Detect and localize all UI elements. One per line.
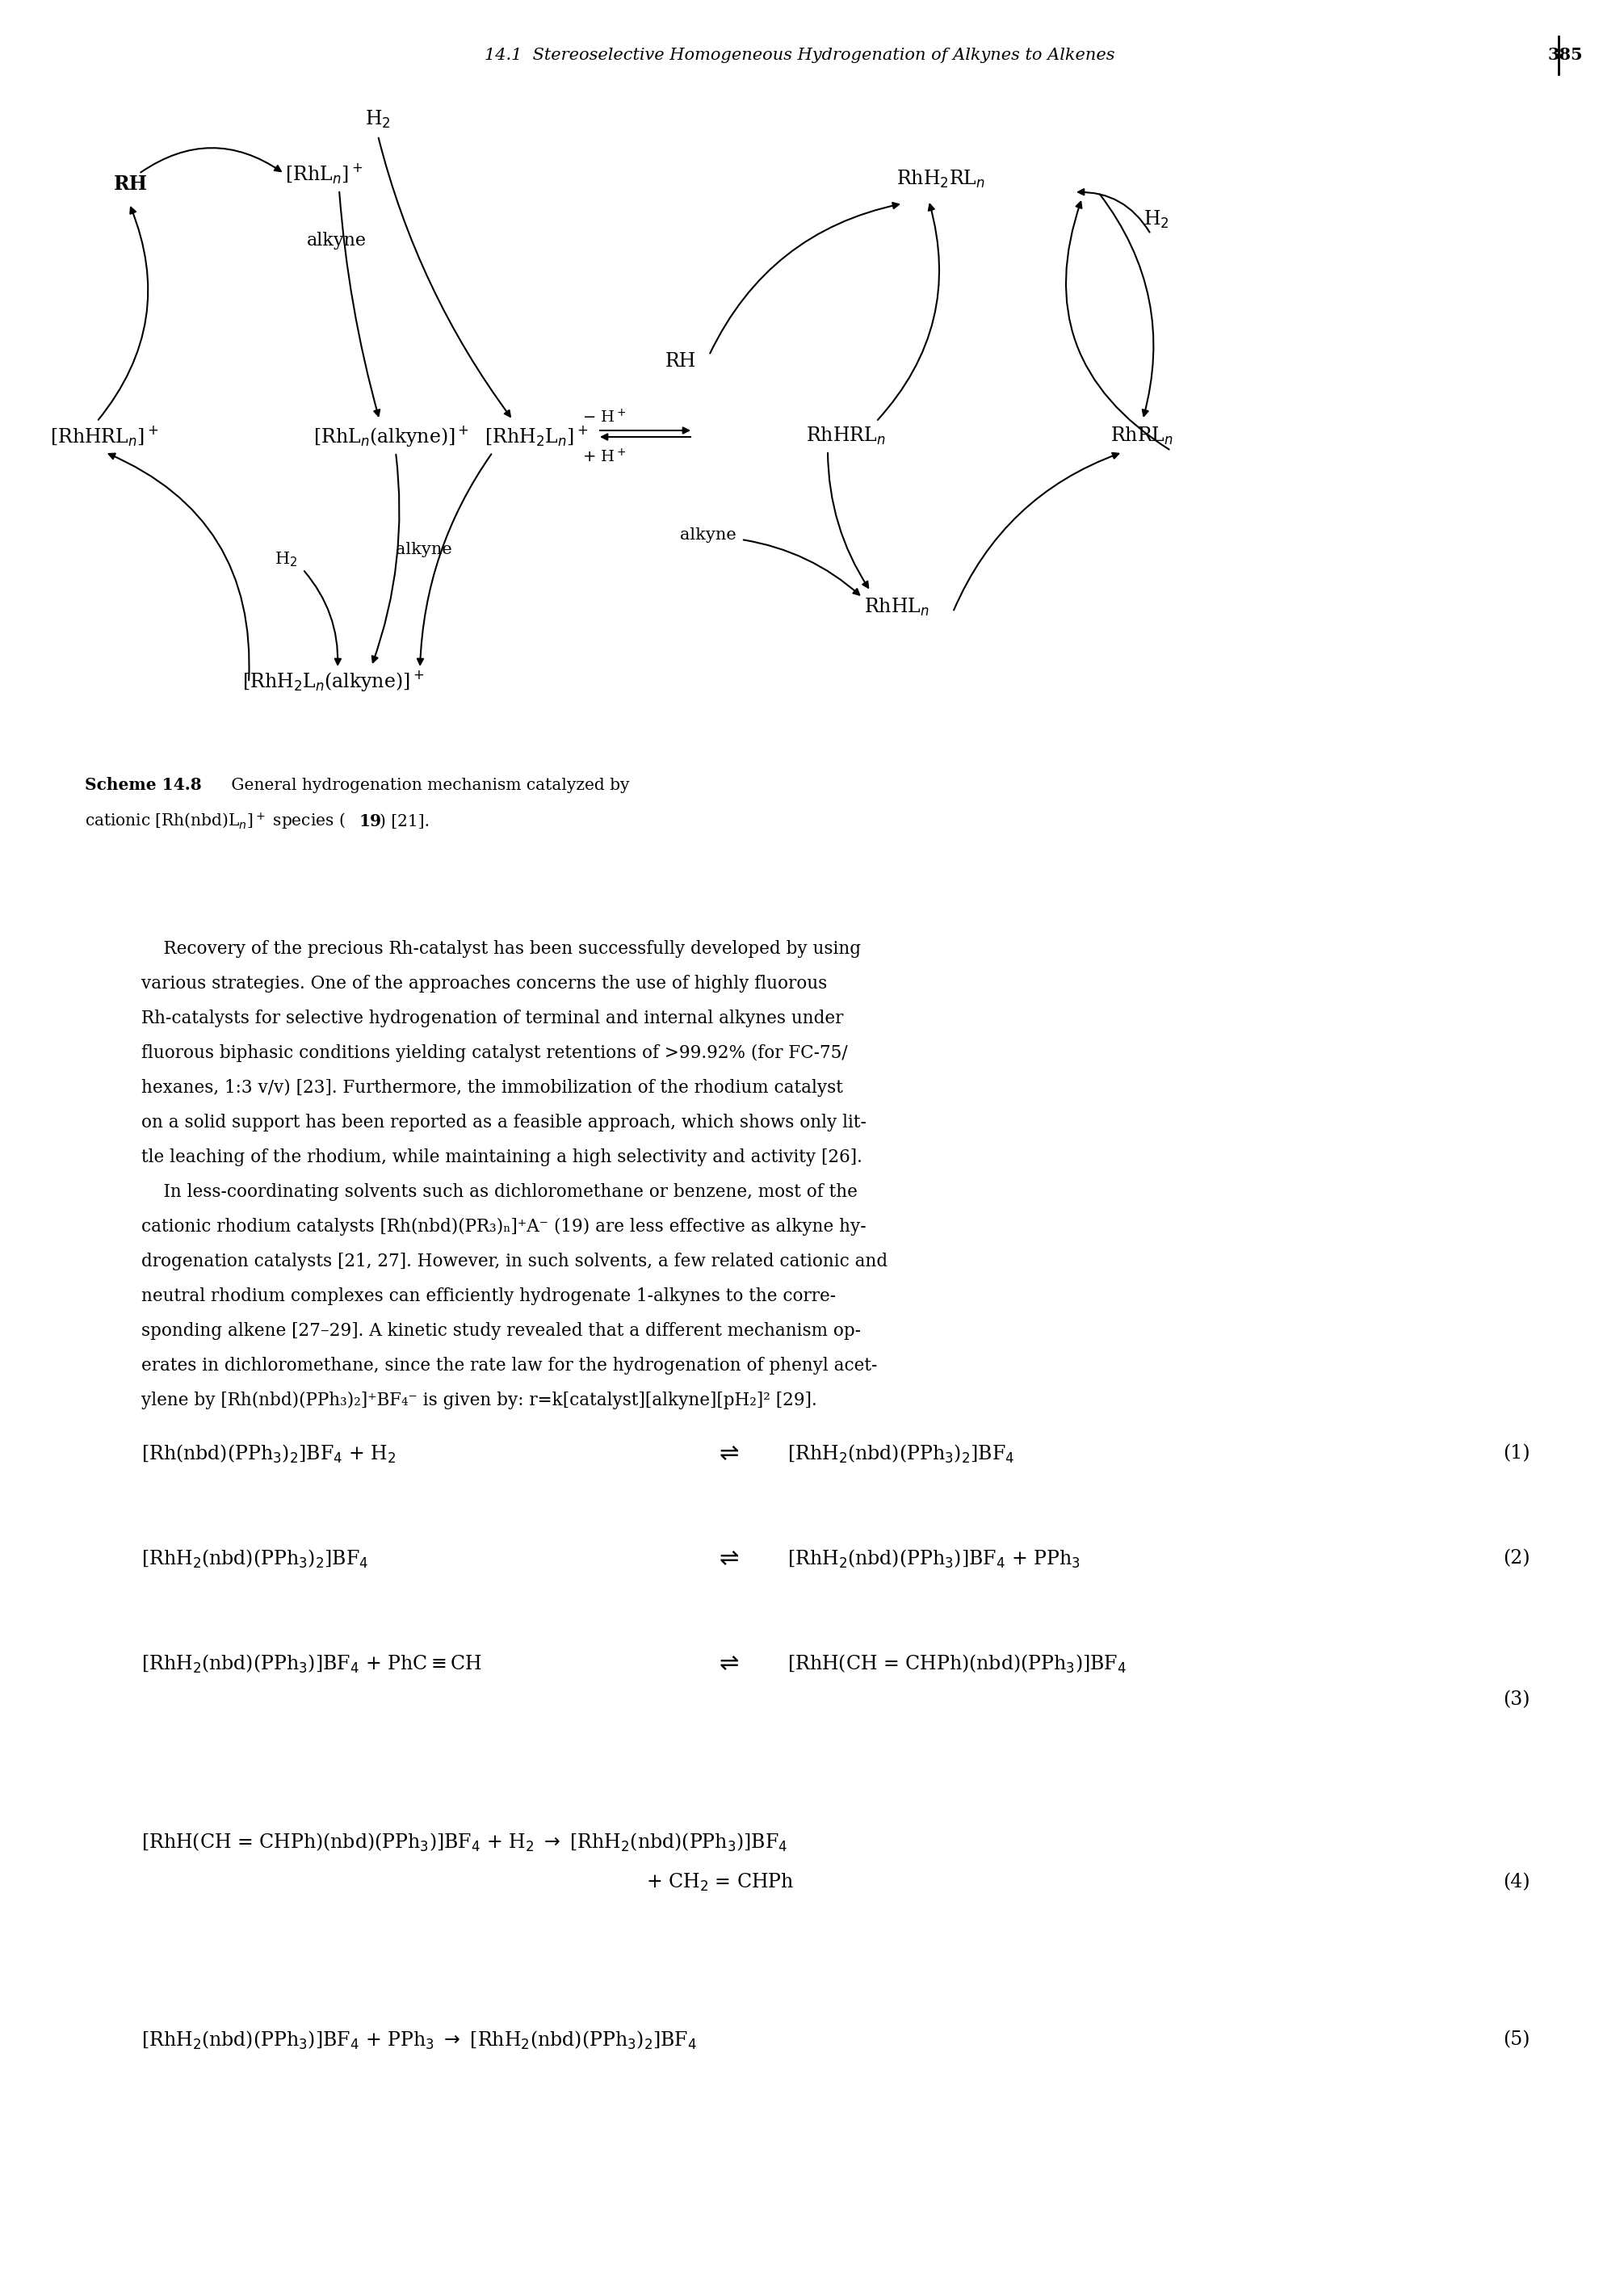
Text: erates in dichloromethane, since the rate law for the hydrogenation of phenyl ac: erates in dichloromethane, since the rat…	[141, 1357, 877, 1375]
Text: neutral rhodium complexes can efficiently hydrogenate 1-alkynes to the corre-: neutral rhodium complexes can efficientl…	[141, 1288, 836, 1304]
Text: General hydrogenation mechanism catalyzed by: General hydrogenation mechanism catalyze…	[226, 778, 630, 792]
Text: ) [21].: ) [21].	[380, 815, 430, 828]
Text: $+$ H$^+$: $+$ H$^+$	[581, 448, 625, 464]
Text: drogenation catalysts [21, 27]. However, in such solvents, a few related cationi: drogenation catalysts [21, 27]. However,…	[141, 1252, 888, 1270]
Text: RhHRL$_n$: RhHRL$_n$	[806, 426, 885, 446]
FancyArrowPatch shape	[1078, 190, 1150, 233]
Text: 19: 19	[359, 812, 382, 831]
Text: [RhH$_2$(nbd)(PPh$_3$)$_2$]BF$_4$: [RhH$_2$(nbd)(PPh$_3$)$_2$]BF$_4$	[141, 1547, 369, 1570]
Text: (2): (2)	[1504, 1549, 1530, 1567]
Text: alkyne: alkyne	[396, 542, 451, 556]
FancyArrowPatch shape	[953, 453, 1119, 611]
Text: $\rightleftharpoons$: $\rightleftharpoons$	[715, 1547, 739, 1570]
Text: (4): (4)	[1504, 1874, 1530, 1892]
Text: [RhH$_2$(nbd)(PPh$_3$)]BF$_4$ + PhC$\equiv$CH: [RhH$_2$(nbd)(PPh$_3$)]BF$_4$ + PhC$\equ…	[141, 1652, 482, 1675]
Text: [RhL$_n$(alkyne)]$^+$: [RhL$_n$(alkyne)]$^+$	[313, 423, 469, 448]
FancyArrowPatch shape	[417, 453, 492, 664]
Text: ylene by [Rh(nbd)(PPh₃)₂]⁺BF₄⁻ is given by: r=k[catalyst][alkyne][pH₂]² [29].: ylene by [Rh(nbd)(PPh₃)₂]⁺BF₄⁻ is given …	[141, 1391, 817, 1409]
Text: sponding alkene [27–29]. A kinetic study revealed that a different mechanism op-: sponding alkene [27–29]. A kinetic study…	[141, 1322, 861, 1341]
Text: [RhH$_2$L$_n$(alkyne)]$^+$: [RhH$_2$L$_n$(alkyne)]$^+$	[242, 668, 424, 693]
Text: RH: RH	[114, 174, 148, 194]
Text: + CH$_2$ = CHPh: + CH$_2$ = CHPh	[646, 1872, 794, 1892]
FancyArrowPatch shape	[877, 204, 939, 421]
Text: cationic [Rh(nbd)L$_n$]$^+$ species (: cationic [Rh(nbd)L$_n$]$^+$ species (	[84, 812, 346, 831]
Text: tle leaching of the rhodium, while maintaining a high selectivity and activity [: tle leaching of the rhodium, while maint…	[141, 1149, 862, 1167]
Text: (3): (3)	[1504, 1691, 1530, 1709]
Text: $-$ H$^+$: $-$ H$^+$	[581, 410, 625, 426]
Text: [RhH$_2$(nbd)(PPh$_3$)]BF$_4$ + PPh$_3$: [RhH$_2$(nbd)(PPh$_3$)]BF$_4$ + PPh$_3$	[788, 1547, 1080, 1570]
FancyArrowPatch shape	[109, 453, 248, 680]
Text: Rh-catalysts for selective hydrogenation of terminal and internal alkynes under: Rh-catalysts for selective hydrogenation…	[141, 1009, 843, 1027]
FancyArrowPatch shape	[141, 149, 281, 172]
FancyArrowPatch shape	[710, 204, 898, 352]
Text: hexanes, 1:3 v/v) [23]. Furthermore, the immobilization of the rhodium catalyst: hexanes, 1:3 v/v) [23]. Furthermore, the…	[141, 1080, 843, 1096]
Text: [RhH(CH = CHPh)(nbd)(PPh$_3$)]BF$_4$ + H$_2$ $\rightarrow$ [RhH$_2$(nbd)(PPh$_3$: [RhH(CH = CHPh)(nbd)(PPh$_3$)]BF$_4$ + H…	[141, 1830, 788, 1853]
Text: [RhH(CH = CHPh)(nbd)(PPh$_3$)]BF$_4$: [RhH(CH = CHPh)(nbd)(PPh$_3$)]BF$_4$	[788, 1652, 1127, 1675]
Text: (5): (5)	[1504, 2032, 1530, 2050]
Text: [RhL$_n$]$^+$: [RhL$_n$]$^+$	[286, 162, 362, 185]
Text: alkyne: alkyne	[680, 526, 737, 542]
Text: 385: 385	[1548, 46, 1583, 64]
Text: [RhH$_2$L$_n$]$^+$: [RhH$_2$L$_n$]$^+$	[484, 423, 588, 448]
FancyArrowPatch shape	[339, 192, 380, 416]
Text: H$_2$: H$_2$	[274, 551, 297, 570]
Text: H$_2$: H$_2$	[365, 110, 391, 130]
Text: RH: RH	[666, 352, 697, 371]
Text: $\rightleftharpoons$: $\rightleftharpoons$	[715, 1441, 739, 1464]
Text: various strategies. One of the approaches concerns the use of highly fluorous: various strategies. One of the approache…	[141, 975, 827, 993]
FancyArrowPatch shape	[744, 540, 859, 595]
FancyArrowPatch shape	[99, 208, 148, 419]
FancyArrowPatch shape	[372, 455, 400, 664]
FancyArrowPatch shape	[828, 453, 869, 588]
Text: Scheme 14.8: Scheme 14.8	[84, 778, 201, 794]
Text: [RhH$_2$(nbd)(PPh$_3$)$_2$]BF$_4$: [RhH$_2$(nbd)(PPh$_3$)$_2$]BF$_4$	[788, 1444, 1015, 1464]
Text: H$_2$: H$_2$	[1143, 208, 1169, 231]
Text: cationic rhodium catalysts [Rh(nbd)(PR₃)ₙ]⁺A⁻ (19) are less effective as alkyne : cationic rhodium catalysts [Rh(nbd)(PR₃)…	[141, 1217, 866, 1236]
FancyArrowPatch shape	[599, 428, 689, 432]
Text: RhRL$_n$: RhRL$_n$	[1111, 426, 1174, 446]
Text: fluorous biphasic conditions yielding catalyst retentions of >99.92% (for FC-75/: fluorous biphasic conditions yielding ca…	[141, 1043, 848, 1062]
Text: 14.1  Stereoselective Homogeneous Hydrogenation of Alkynes to Alkenes: 14.1 Stereoselective Homogeneous Hydroge…	[484, 48, 1114, 62]
Text: on a solid support has been reported as a feasible approach, which shows only li: on a solid support has been reported as …	[141, 1114, 867, 1133]
FancyArrowPatch shape	[378, 137, 510, 416]
Text: In less-coordinating solvents such as dichloromethane or benzene, most of the: In less-coordinating solvents such as di…	[141, 1183, 857, 1201]
FancyArrowPatch shape	[1099, 194, 1153, 416]
Text: Recovery of the precious Rh-catalyst has been successfully developed by using: Recovery of the precious Rh-catalyst has…	[141, 940, 861, 959]
Text: (1): (1)	[1504, 1444, 1530, 1462]
FancyArrowPatch shape	[1065, 201, 1169, 448]
Text: $\rightleftharpoons$: $\rightleftharpoons$	[715, 1652, 739, 1675]
Text: RhHL$_n$: RhHL$_n$	[864, 597, 929, 618]
Text: [Rh(nbd)(PPh$_3$)$_2$]BF$_4$ + H$_2$: [Rh(nbd)(PPh$_3$)$_2$]BF$_4$ + H$_2$	[141, 1444, 396, 1464]
Text: [RhHRL$_n$]$^+$: [RhHRL$_n$]$^+$	[50, 423, 159, 448]
Text: [RhH$_2$(nbd)(PPh$_3$)]BF$_4$ + PPh$_3$ $\rightarrow$ [RhH$_2$(nbd)(PPh$_3$)$_2$: [RhH$_2$(nbd)(PPh$_3$)]BF$_4$ + PPh$_3$ …	[141, 2029, 697, 2050]
Text: RhH$_2$RL$_n$: RhH$_2$RL$_n$	[896, 169, 986, 190]
Text: alkyne: alkyne	[307, 231, 367, 249]
FancyArrowPatch shape	[603, 435, 690, 439]
FancyArrowPatch shape	[304, 572, 341, 664]
